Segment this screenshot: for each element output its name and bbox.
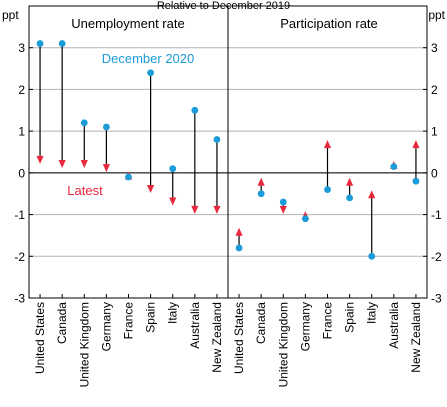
latest-arrow	[279, 205, 287, 214]
x-tick-label: France	[321, 302, 335, 340]
december-2020-point	[80, 119, 88, 127]
x-tick-label: Italy	[365, 302, 379, 324]
december-2020-point	[390, 163, 398, 171]
december-2020-point	[301, 215, 309, 223]
x-tick-label: Canada	[55, 302, 69, 344]
december-2020-point	[279, 198, 287, 206]
y-tick-label: -1	[431, 208, 442, 222]
y-tick-label: -2	[14, 250, 25, 264]
x-tick-label: United States	[33, 302, 47, 374]
december-2020-point	[257, 190, 265, 198]
latest-arrow	[257, 177, 265, 186]
y-tick-label: -3	[431, 292, 442, 306]
latest-arrow	[323, 140, 332, 149]
x-tick-label: United Kingdom	[77, 302, 91, 387]
annotation-latest: Latest	[67, 183, 103, 198]
x-tick-label: New Zealand	[409, 302, 423, 373]
latest-arrow	[191, 205, 199, 214]
december-2020-point	[324, 186, 331, 193]
y-unit-left: ppt	[2, 8, 19, 22]
panel-title-participation: Participation rate	[280, 16, 378, 31]
y-tick-label: 1	[431, 125, 438, 139]
latest-arrow	[147, 185, 155, 194]
x-tick-label: New Zealand	[210, 302, 224, 373]
x-tick-labels: United States Canada United Kingdom Germany…	[33, 302, 423, 388]
latest-arrow	[80, 160, 88, 169]
annotation-december-2020: December 2020	[102, 51, 195, 66]
x-tick-label: United Kingdom	[276, 302, 290, 387]
latest-arrow	[102, 164, 110, 173]
y-tick-labels: -3 -3 -2 -2 -1 -1 0 0 1 1 2 2 3 3	[14, 41, 442, 305]
december-2020-point	[125, 173, 132, 181]
x-tick-label: Canada	[254, 302, 268, 344]
december-2020-point	[58, 40, 66, 47]
latest-arrow	[412, 140, 420, 149]
december-2020-point	[412, 177, 420, 185]
december-2020-point	[346, 194, 354, 202]
latest-arrow	[36, 155, 44, 164]
december-2020-point	[213, 136, 221, 143]
latest-arrow	[346, 177, 354, 186]
x-tick-label: Italy	[166, 302, 180, 324]
y-tick-label: 2	[431, 83, 438, 97]
latest-arrow	[368, 190, 376, 199]
y-tick-label: -3	[14, 292, 25, 306]
december-2020-point	[169, 165, 177, 173]
panel-title-unemployment: Unemployment rate	[71, 16, 184, 31]
december-2020-point	[191, 106, 199, 114]
y-tick-label: 2	[18, 83, 25, 97]
y-tick-label: -1	[14, 208, 25, 222]
y-tick-label: 0	[18, 166, 25, 180]
y-tick-label: 3	[431, 41, 438, 55]
x-tick-label: Spain	[343, 302, 357, 333]
x-tick-label: Spain	[144, 302, 158, 333]
y-unit-right: ppt	[428, 8, 445, 22]
december-2020-point	[147, 69, 155, 77]
december-2020-point	[36, 40, 44, 47]
chart-marks	[36, 40, 420, 260]
december-2020-point	[235, 244, 243, 252]
x-tick-label: Australia	[188, 302, 202, 349]
x-tick-label: Germany	[99, 302, 113, 351]
y-tick-label: 3	[18, 41, 25, 55]
y-tick-label: 1	[18, 125, 25, 139]
december-2020-point	[368, 252, 376, 260]
x-tick-label: Australia	[387, 302, 401, 349]
latest-arrow	[235, 227, 243, 236]
december-2020-point	[102, 123, 110, 131]
x-tick-label: Germany	[298, 302, 312, 351]
y-tick-label: -2	[431, 250, 442, 264]
y-tick-label: 0	[431, 166, 438, 180]
latest-arrow	[213, 205, 221, 214]
x-tick-label: France	[122, 302, 136, 340]
x-tick-label: United States	[232, 302, 246, 374]
latest-arrow	[169, 197, 177, 206]
latest-arrow	[58, 160, 66, 169]
